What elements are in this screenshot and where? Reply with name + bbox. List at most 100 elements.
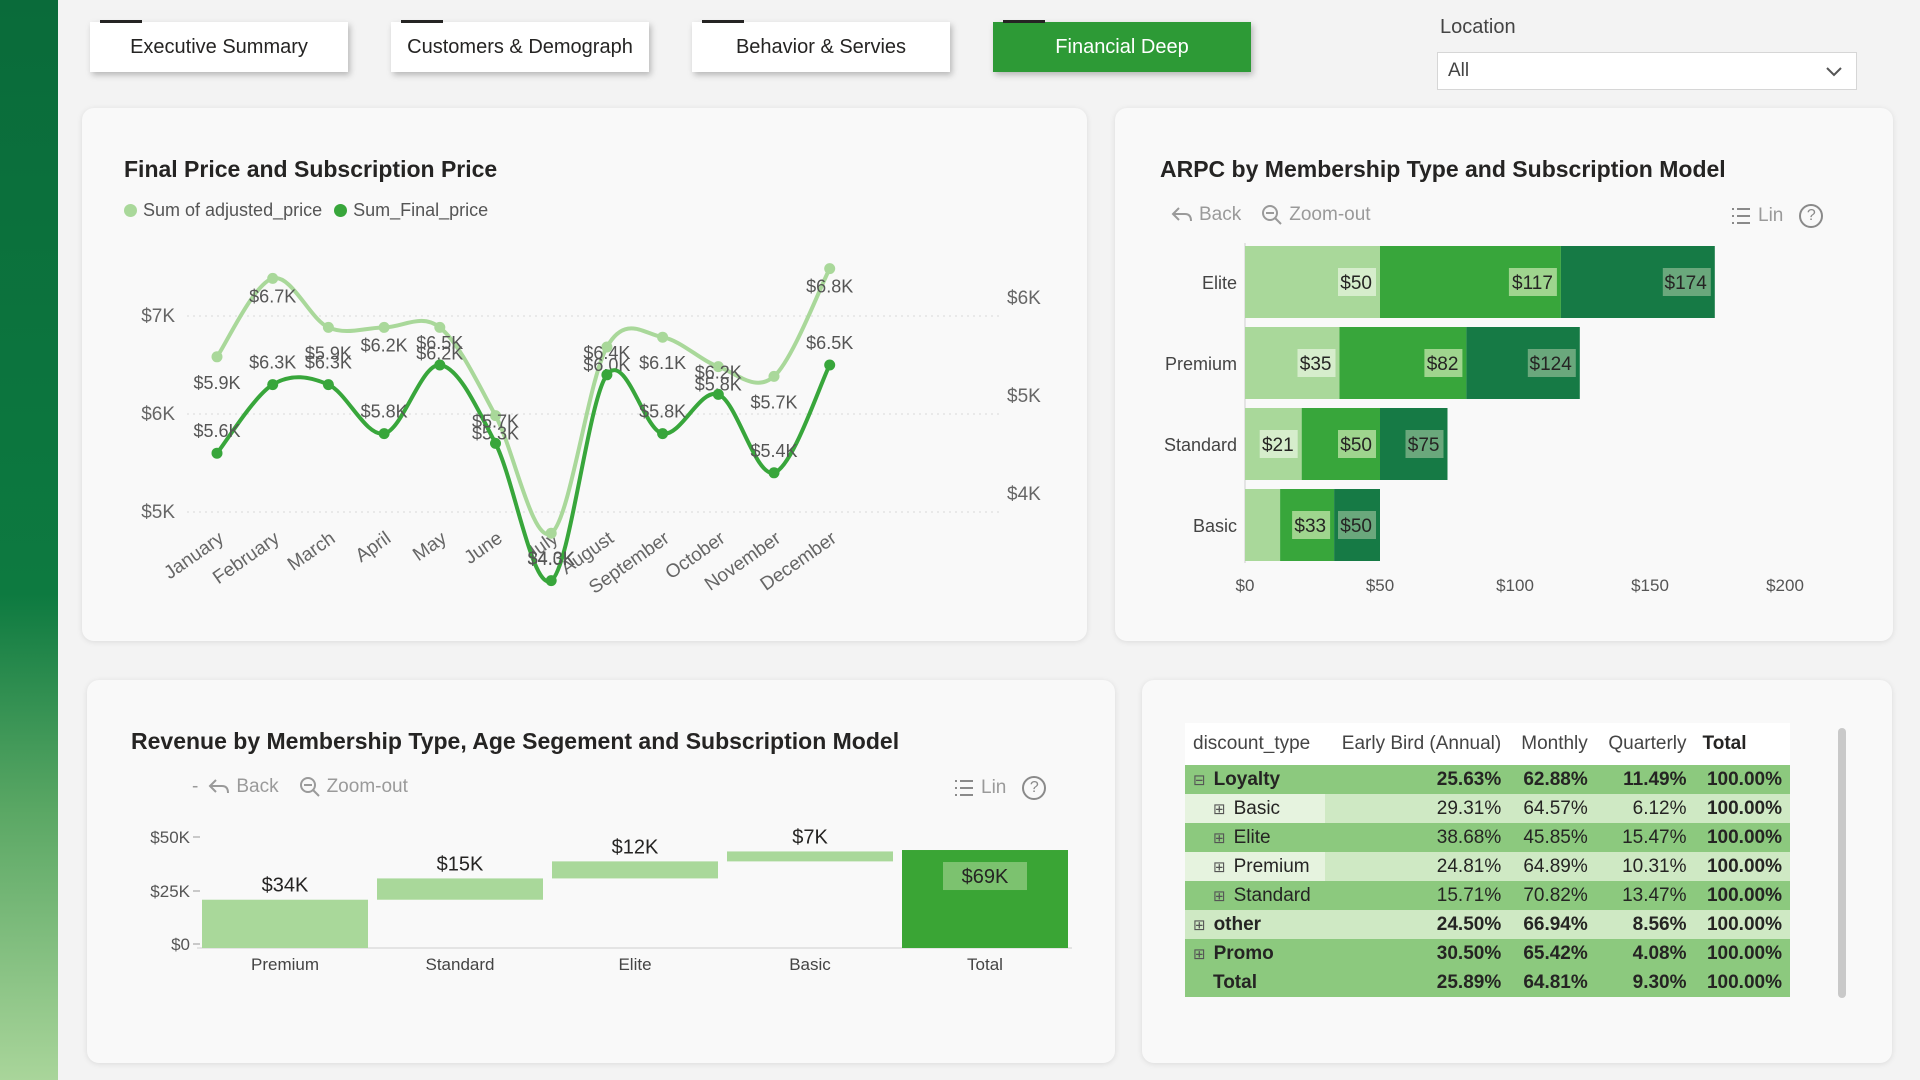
side-accent-strip: [0, 0, 58, 1080]
data-label-bg: [1338, 268, 1376, 296]
data-label-bg: [1508, 268, 1557, 296]
matrix-cell: 65.42%: [1523, 942, 1588, 964]
x-tick-label: $200: [1766, 576, 1804, 595]
tab-notch: [702, 20, 744, 23]
data-label: $6.3K: [305, 353, 352, 373]
data-point: [545, 527, 557, 539]
expand-collapse-icon[interactable]: ⊞: [1213, 829, 1226, 847]
data-label: $6.8K: [806, 277, 853, 297]
matrix-row[interactable]: ⊞ other 24.50% 66.94% 8.56% 100.00%: [1185, 910, 1790, 939]
zoom-out-button[interactable]: Zoom-out: [1261, 204, 1371, 226]
matrix-row[interactable]: ⊞ Basic 29.31% 64.57% 6.12% 100.00%: [1185, 794, 1790, 823]
tab-executive-summary[interactable]: Executive Summary: [90, 20, 348, 72]
matrix-total-row[interactable]: Total 25.89% 64.81% 9.30% 100.00%: [1185, 968, 1790, 997]
x-tick-label: May: [409, 528, 451, 566]
category-label: Basic: [1193, 516, 1237, 536]
y-tick-label: $25K: [150, 882, 190, 901]
expand-collapse-icon[interactable]: ⊞: [1213, 858, 1226, 876]
list-icon: [1732, 208, 1750, 224]
matrix-row-label-text: Premium: [1233, 855, 1310, 877]
expand-collapse-icon[interactable]: ⊞: [1193, 945, 1206, 963]
tab-behavior-servies[interactable]: Behavior & Servies: [692, 20, 950, 72]
tab-customers-demograph[interactable]: Customers & Demograph: [391, 20, 649, 72]
matrix-cell: 64.57%: [1523, 797, 1588, 819]
tab-financial-deep[interactable]: Financial Deep: [993, 20, 1251, 72]
matrix-header-total[interactable]: Total: [1694, 723, 1790, 765]
matrix-scrollbar[interactable]: [1838, 728, 1846, 998]
data-label-bg: [1292, 511, 1331, 539]
bar-segment: [1245, 489, 1281, 561]
matrix-cell: 15.47%: [1622, 826, 1687, 848]
data-label: $6.7K: [249, 286, 296, 306]
matrix-header-discount-type[interactable]: discount_type: [1185, 723, 1326, 765]
matrix-cell: 100.00%: [1706, 884, 1782, 906]
matrix-header-quarterly[interactable]: Quarterly: [1595, 723, 1695, 765]
matrix-header-monthly[interactable]: Monthly: [1509, 723, 1596, 765]
matrix-row-label-text: Total: [1213, 971, 1257, 993]
matrix-cell: 100.00%: [1706, 826, 1782, 848]
y-tick-label: $0: [171, 935, 190, 954]
matrix-cell: 4.08%: [1632, 942, 1687, 964]
matrix-cell: 15.71%: [1436, 884, 1502, 906]
expand-collapse-icon[interactable]: ⊞: [1213, 800, 1226, 818]
help-icon[interactable]: ?: [1799, 204, 1824, 228]
help-icon[interactable]: ?: [1022, 776, 1047, 800]
matrix-row[interactable]: ⊞ Standard 15.71% 70.82% 13.47% 100.00%: [1185, 881, 1790, 910]
data-label: $15K: [437, 853, 484, 875]
back-button[interactable]: Back: [1171, 204, 1241, 226]
data-point: [434, 359, 446, 371]
category-label: Standard: [426, 955, 495, 974]
category-label: Elite: [618, 955, 651, 974]
lin-button[interactable]: Lin: [953, 777, 1006, 799]
data-label: $6.1K: [639, 353, 686, 373]
legend-final-price: Sum_Final_price: [353, 200, 489, 220]
data-label: $4.3K: [528, 549, 575, 569]
matrix-cell: 38.68%: [1436, 826, 1502, 848]
matrix-row[interactable]: ⊟ Loyalty 25.63% 62.88% 11.49% 100.00%: [1185, 765, 1790, 794]
data-point: [434, 321, 446, 333]
data-label: $34K: [262, 875, 309, 897]
data-point: [378, 321, 390, 333]
expand-collapse-icon[interactable]: ⊟: [1193, 771, 1206, 789]
series-line-final-price: [215, 363, 832, 584]
zoom-out-button[interactable]: Zoom-out: [299, 776, 408, 798]
x-tick-label: $100: [1496, 576, 1534, 595]
matrix-cell: 100.00%: [1706, 797, 1782, 819]
line-chart-title: Final Price and Subscription Price: [124, 156, 498, 182]
legend-dot-final: [334, 204, 348, 217]
y-right-tick-label: $5K: [1007, 386, 1041, 407]
expand-collapse-icon[interactable]: ⊞: [1213, 887, 1226, 905]
matrix-cell: 6.12%: [1632, 797, 1687, 819]
data-label: $50: [1340, 273, 1372, 294]
matrix-row[interactable]: ⊞ Elite 38.68% 45.85% 15.47% 100.00%: [1185, 823, 1790, 852]
y-left-tick-label: $6K: [141, 404, 175, 425]
zoom-out-icon: [299, 777, 320, 797]
y-right-tick-label: $6K: [1007, 288, 1041, 309]
matrix-cell: 25.63%: [1436, 768, 1502, 790]
arpc-chart-card: ARPC by Membership Type and Subscription…: [1115, 108, 1893, 641]
matrix-row[interactable]: ⊞ Premium 24.81% 64.89% 10.31% 100.00%: [1185, 852, 1790, 881]
data-label-bg: [1527, 349, 1576, 377]
chevron-down-icon: [1826, 67, 1842, 77]
line-chart-card: Final Price and Subscription Price Sum o…: [82, 108, 1087, 641]
data-label-bg: [1259, 430, 1298, 458]
category-label: Standard: [1164, 435, 1237, 455]
data-label: $5.8K: [639, 402, 686, 422]
matrix-cell: 66.94%: [1523, 913, 1588, 935]
data-point: [601, 341, 613, 353]
tab-label: Financial Deep: [1055, 35, 1189, 58]
data-label: $6.3K: [249, 353, 296, 373]
matrix-header-early-bird[interactable]: Early Bird (Annual): [1325, 723, 1510, 765]
lin-button[interactable]: Lin: [1730, 205, 1783, 227]
location-dropdown[interactable]: All: [1437, 52, 1857, 90]
expand-collapse-icon[interactable]: ⊞: [1193, 916, 1206, 934]
data-label: $6.2K: [361, 335, 408, 355]
data-label: $35: [1300, 354, 1332, 375]
matrix-row[interactable]: ⊞ Promo 30.50% 65.42% 4.08% 100.00%: [1185, 939, 1790, 968]
data-point: [824, 263, 836, 275]
series-line-adjusted-price: [215, 267, 832, 537]
matrix-cell: 24.81%: [1436, 855, 1502, 877]
matrix-row-label: ⊟ Loyalty: [1185, 765, 1326, 794]
back-button[interactable]: Back: [208, 776, 279, 798]
